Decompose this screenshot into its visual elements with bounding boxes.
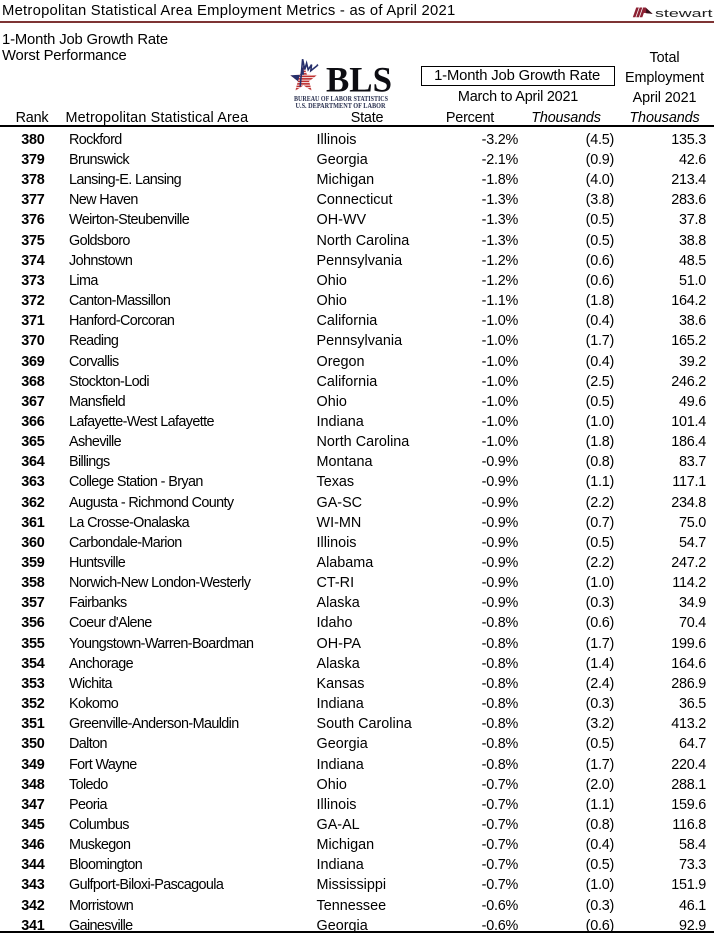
svg-text:stewart: stewart [655,8,714,20]
svg-text:BLS: BLS [326,60,392,100]
svg-text:BUREAU OF LABOR STATISTICS: BUREAU OF LABOR STATISTICS [294,94,388,103]
svg-text:U.S. DEPARTMENT OF LABOR: U.S. DEPARTMENT OF LABOR [296,101,386,110]
